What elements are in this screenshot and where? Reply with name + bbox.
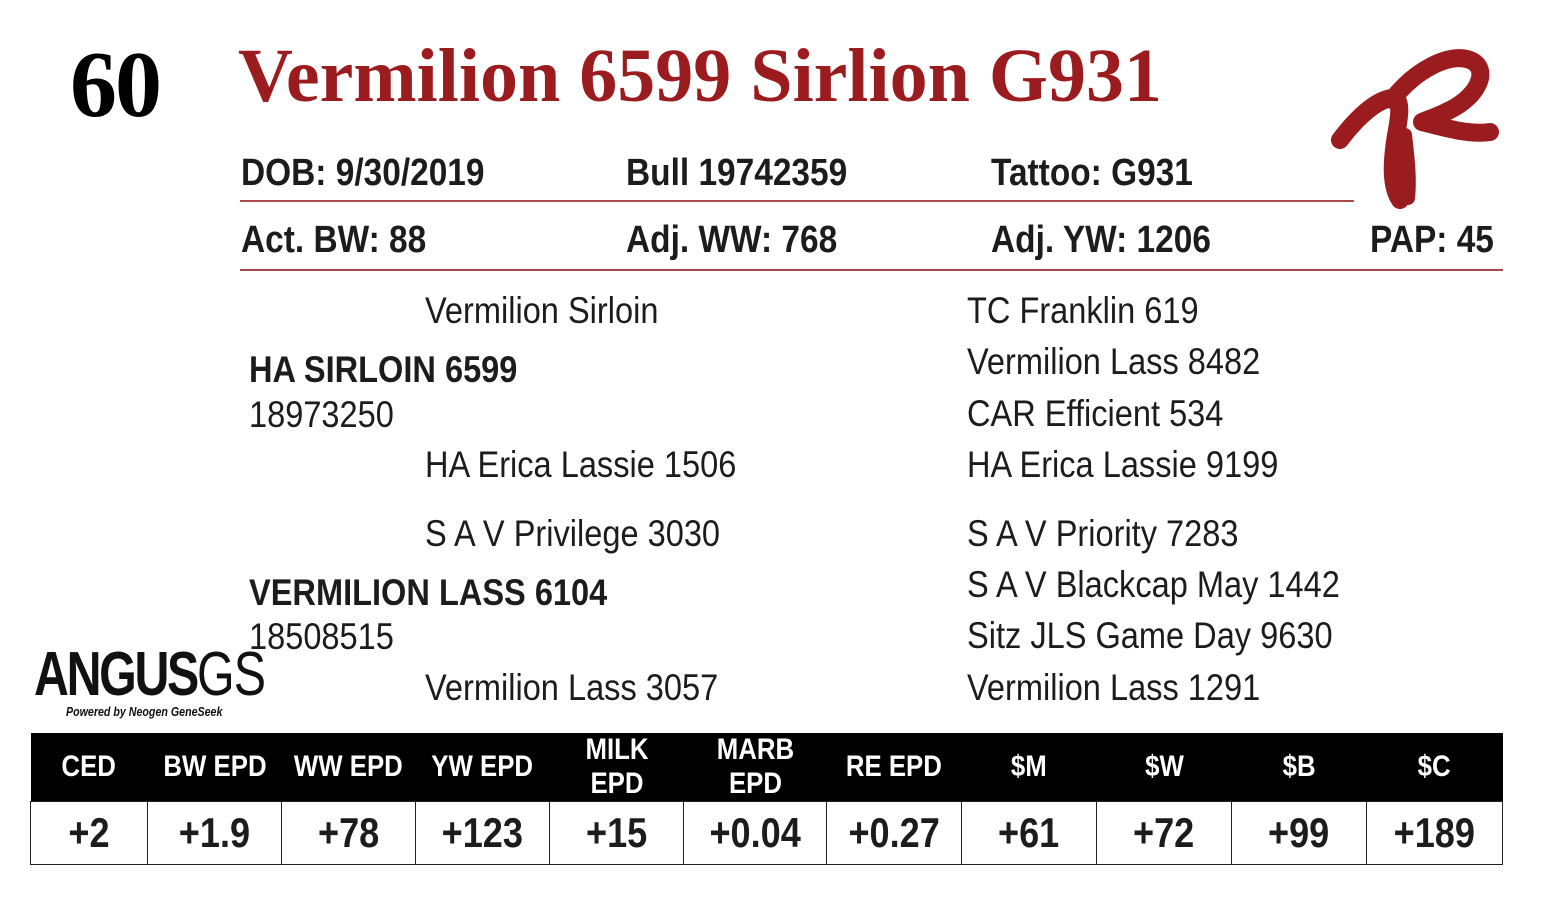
dam-sire-sire: S A V Priority 7283 <box>967 513 1239 554</box>
epd-header-cell: MARB EPD <box>683 733 827 802</box>
dob: DOB: 9/30/2019 <box>241 152 485 194</box>
epd-header-cell: CED <box>30 733 148 802</box>
epd-header-cell: BW EPD <box>147 733 282 802</box>
epd-value-cell: +61 <box>961 801 1097 865</box>
divider-rule <box>240 269 1503 271</box>
dam-registration: 18508515 <box>249 616 394 657</box>
dam-dam-dam: Vermilion Lass 1291 <box>967 667 1261 708</box>
epd-header-cell: $W <box>1096 733 1232 802</box>
epd-header-cell: RE EPD <box>826 733 962 802</box>
angus-logo-tagline: Powered by Neogen GeneSeek <box>66 704 223 719</box>
yearling-weight: Adj. YW: 1206 <box>991 219 1211 261</box>
epd-value-row: +2 +1.9 +78 +123 +15 +0.04 +0.27 +61 +72… <box>30 801 1503 865</box>
epd-value-cell: +189 <box>1366 801 1503 865</box>
epd-header-cell: YW EPD <box>415 733 550 802</box>
angus-gs-logo: ANGUSGS Powered by Neogen GeneSeek <box>34 644 266 724</box>
dam-sire-dam: S A V Blackcap May 1442 <box>967 564 1340 605</box>
sire-sire-sire: TC Franklin 619 <box>967 290 1199 331</box>
epd-header-cell: $M <box>961 733 1097 802</box>
sire-name: HA SIRLOIN 6599 <box>249 349 518 390</box>
weaning-weight: Adj. WW: 768 <box>626 219 838 261</box>
epd-value-cell: +1.9 <box>147 801 282 865</box>
vr-brand-logo <box>1331 49 1499 209</box>
sire-dam-dam: HA Erica Lassie 9199 <box>967 444 1279 485</box>
sire-sire-dam: Vermilion Lass 8482 <box>967 341 1261 382</box>
birth-weight: Act. BW: 88 <box>241 219 427 261</box>
dam-dam-sire: Sitz JLS Game Day 9630 <box>967 615 1333 656</box>
epd-header-cell: WW EPD <box>281 733 416 802</box>
epd-table: CED BW EPD WW EPD YW EPD MILK EPD MARB E… <box>30 733 1503 865</box>
epd-value-cell: +0.04 <box>683 801 827 865</box>
angus-logo-word: ANGUSGS <box>34 640 266 709</box>
epd-value-cell: +15 <box>549 801 684 865</box>
sire-dam-sire: CAR Efficient 534 <box>967 393 1224 434</box>
animal-name: Vermilion 6599 Sirlion G931 <box>238 34 1163 118</box>
lot-number: 60 <box>70 33 162 137</box>
epd-value-cell: +72 <box>1096 801 1232 865</box>
pap: PAP: 45 <box>1370 219 1494 261</box>
sire-registration: 18973250 <box>249 394 394 435</box>
sire-dam: HA Erica Lassie 1506 <box>425 444 737 485</box>
divider-rule <box>240 200 1354 202</box>
epd-value-cell: +123 <box>415 801 550 865</box>
epd-header-cell: $C <box>1366 733 1503 802</box>
epd-value-cell: +2 <box>30 801 148 865</box>
dam-name: VERMILION LASS 6104 <box>249 572 608 613</box>
tattoo: Tattoo: G931 <box>991 152 1193 194</box>
sex-registration: Bull 19742359 <box>626 152 848 194</box>
epd-header-row: CED BW EPD WW EPD YW EPD MILK EPD MARB E… <box>30 733 1503 802</box>
epd-value-cell: +78 <box>281 801 416 865</box>
epd-value-cell: +99 <box>1231 801 1367 865</box>
epd-header-cell: $B <box>1231 733 1367 802</box>
sire-sire: Vermilion Sirloin <box>425 290 659 331</box>
dam-dam: Vermilion Lass 3057 <box>425 667 719 708</box>
dam-sire: S A V Privilege 3030 <box>425 513 721 554</box>
epd-header-cell: MILK EPD <box>549 733 684 802</box>
epd-value-cell: +0.27 <box>826 801 962 865</box>
